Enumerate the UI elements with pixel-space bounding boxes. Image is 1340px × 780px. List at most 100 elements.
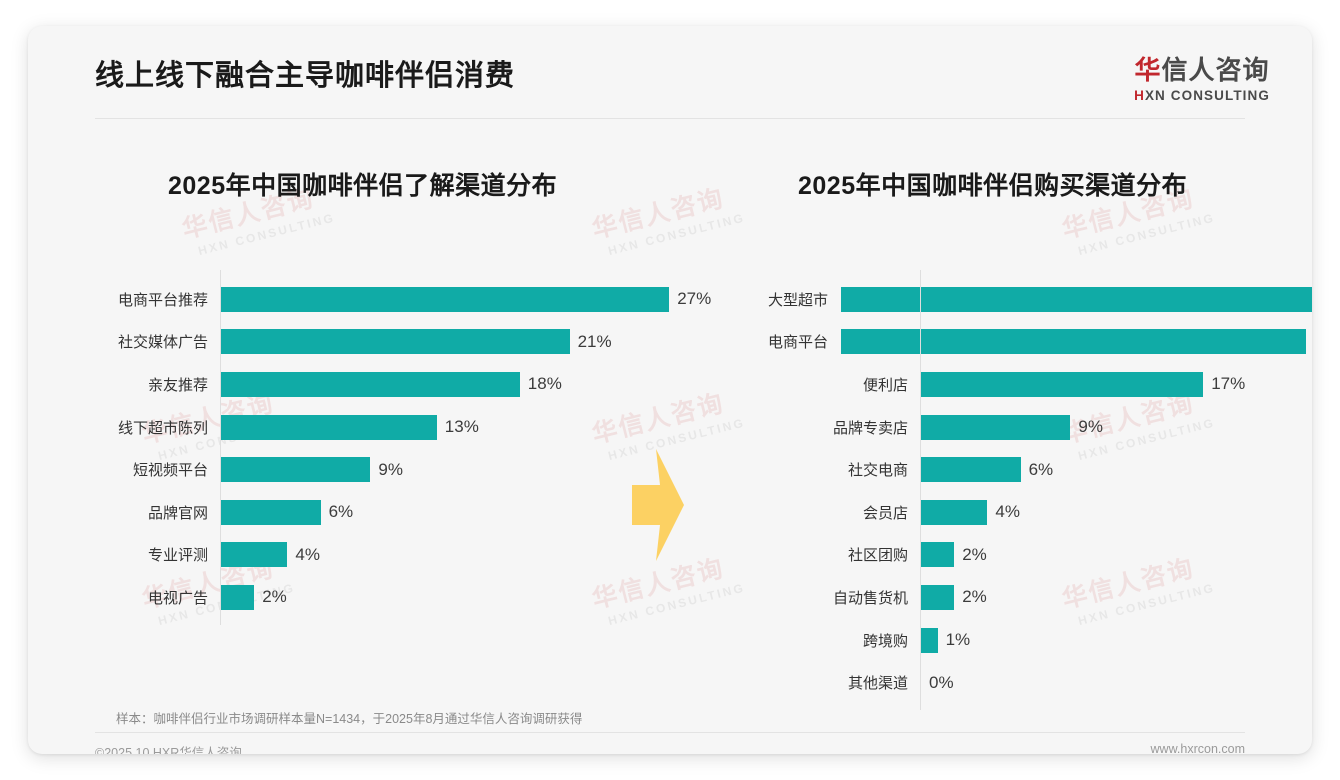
chart-bar-row: 专业评测 4% [98, 534, 718, 577]
bar [221, 329, 570, 355]
bar [221, 457, 371, 483]
bar-category-label: 品牌专卖店 [832, 419, 908, 437]
chart-bar-row: 社交电商 6% [768, 448, 1288, 491]
footer-divider [95, 732, 1245, 733]
bar-value-label: 9% [378, 459, 403, 479]
flow-arrow-svg [632, 449, 684, 561]
logo-en-accent: H [1134, 87, 1145, 103]
bar-category-label: 品牌官网 [147, 504, 208, 522]
bar-category-label: 短视频平台 [132, 462, 208, 480]
bar-category-label: 便利店 [862, 376, 908, 394]
bar [921, 542, 955, 568]
slide-header: 线上线下融合主导咖啡伴侣消费 华信人咨询 HXN CONSULTING [28, 26, 1312, 122]
bar [221, 584, 255, 610]
bar-category-label: 亲友推荐 [147, 376, 208, 394]
logo-cn-rest: 信人咨询 [1161, 55, 1270, 85]
bar-track: 31% [840, 286, 1312, 312]
chart-plot-area: 电商平台推荐 27% 社交媒体广告 21% 亲友推荐 18% 线下超市陈列 13% 短视频平台 9… [98, 270, 718, 625]
chart-plot-area: 大型超市31%电商平台28%便利店17%品牌专卖店9%社交电商6%会员店4%社区… [768, 270, 1312, 710]
bar-value-label: 21% [577, 331, 612, 351]
bar-track: 6% [220, 499, 718, 525]
bar-track: 6% [920, 457, 1288, 483]
chart-rows: 电商平台推荐 27% 社交媒体广告 21% 亲友推荐 18% 线下超市陈列 13% 短视频平台 9… [98, 278, 718, 619]
bar-value-label: 4% [995, 502, 1020, 522]
chart-title: 2025年中国咖啡伴侣购买渠道分布 [798, 172, 1188, 200]
bar-value-label: 17% [1211, 374, 1246, 394]
chart-bar-row: 品牌官网 6% [98, 491, 718, 534]
bar-category-label: 电商平台推荐 [117, 291, 208, 309]
bar-value-label: 2% [962, 544, 987, 564]
chart-bar-row: 线下超市陈列 13% [98, 406, 718, 449]
bar-value-label: 0% [929, 672, 954, 692]
bar [221, 542, 288, 568]
footer-website-url: www.hxrcon.com [1150, 742, 1245, 754]
bar-track: 21% [220, 329, 718, 355]
bar-category-label: 电视广告 [147, 589, 208, 607]
bar [921, 584, 955, 610]
bar [221, 499, 321, 525]
flow-arrow-right-icon [626, 449, 686, 566]
bar-track: 28% [840, 329, 1312, 355]
logo-en-rest: XN CONSULTING [1144, 87, 1270, 103]
bar-track: 4% [220, 542, 718, 568]
bar [221, 286, 670, 312]
bar-track: 9% [920, 414, 1288, 440]
bar-value-label: 6% [328, 502, 354, 522]
bar-value-label: 2% [962, 587, 987, 607]
chart-axis-line [220, 270, 221, 625]
sample-footnote: 样本：咖啡伴侣行业市场调研样本量N=1434，于2025年8月通过华信人咨询调研… [116, 712, 583, 726]
bar [921, 499, 988, 525]
chart-bar-row: 亲友推荐 18% [98, 363, 718, 406]
bar-category-label: 线下超市陈列 [117, 419, 208, 437]
bar-value-label: 1% [945, 630, 971, 650]
chart-bar-row: 会员店 4% [768, 491, 1288, 534]
bar-track: 9% [220, 457, 718, 483]
bar-category-label: 大型超市 [768, 291, 829, 309]
bar-track: 2% [920, 542, 1288, 568]
chart-bar-row: 大型超市 31% [768, 278, 1312, 321]
chart-bar-row: 短视频平台 9% [98, 448, 718, 491]
chart-rows: 大型超市31%电商平台28%便利店17%品牌专卖店9%社交电商6%会员店4%社区… [768, 278, 1312, 704]
company-logo: 华信人咨询 HXN CONSULTING [1134, 56, 1270, 104]
bar-track: 2% [220, 584, 718, 610]
logo-chinese-text: 华信人咨询 [1134, 56, 1270, 85]
bar-category-label: 社交电商 [847, 462, 908, 480]
bar-track: 2% [920, 584, 1288, 610]
bar-category-label: 电商平台 [768, 334, 829, 352]
bar-value-label: 18% [527, 374, 562, 394]
bar [841, 286, 1312, 312]
header-divider [95, 118, 1245, 119]
bar-value-label: 27% [677, 289, 712, 309]
slide-card: 华信人咨询 HXN CONSULTING 华信人咨询 HXN CONSULTING 华信… [28, 26, 1312, 754]
bar-category-label: 自动售货机 [832, 589, 908, 607]
bar-track: 27% [220, 286, 718, 312]
bar-track: 0% [920, 670, 1288, 695]
bar-value-label: 9% [1078, 417, 1103, 437]
bar [221, 414, 437, 440]
bar-value-label: 2% [262, 587, 287, 607]
bar-track: 4% [920, 499, 1288, 525]
bar-track: 17% [920, 371, 1288, 397]
chart-bar-row: 便利店 17% [768, 363, 1288, 406]
bar [221, 371, 520, 397]
chart-bar-row: 电商平台28% [768, 321, 1306, 364]
page-title: 线上线下融合主导咖啡伴侣消费 [95, 60, 516, 92]
logo-english-text: HXN CONSULTING [1134, 88, 1270, 104]
bar-category-label: 专业评测 [147, 547, 208, 565]
chart-title: 2025年中国咖啡伴侣了解渠道分布 [168, 172, 558, 200]
bar-value-label: 13% [444, 417, 479, 437]
bar-category-label: 社交媒体广告 [117, 334, 208, 352]
bar [921, 627, 938, 653]
bar-category-label: 跨境购 [862, 632, 908, 650]
bar [921, 414, 1071, 440]
chart-awareness-channels: 2025年中国咖啡伴侣了解渠道分布 电商平台推荐 27% 社交媒体广告 21% 亲友推荐… [98, 166, 718, 625]
bar-track: 1% [920, 627, 1288, 653]
bar-track: 18% [220, 371, 718, 397]
bar-category-label: 其他渠道 [847, 675, 908, 693]
chart-bar-row: 自动售货机 2% [768, 576, 1288, 619]
chart-bar-row: 电视广告 2% [98, 576, 718, 619]
bar-value-label: 6% [1028, 459, 1054, 479]
footer-copyright: ©2025.10 HXR华信人咨询 [95, 746, 242, 754]
bar-track: 13% [220, 414, 718, 440]
chart-bar-row: 社交媒体广告 21% [98, 321, 718, 364]
